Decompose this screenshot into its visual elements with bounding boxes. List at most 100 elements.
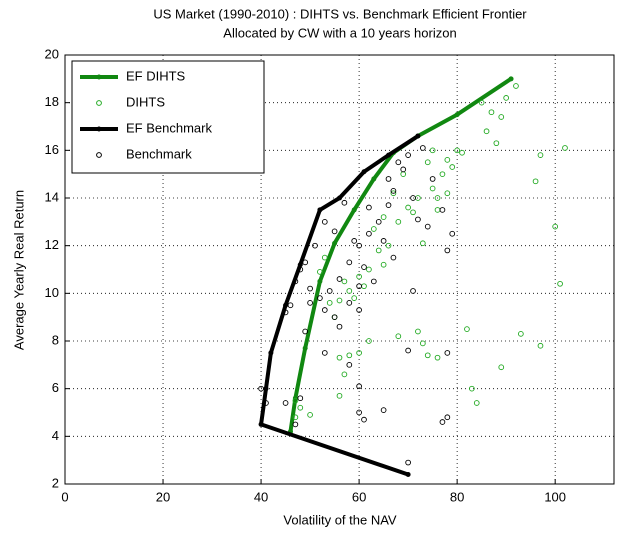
- scatter-point: [366, 204, 372, 211]
- scatter-point: [307, 285, 313, 292]
- scatter-point: [449, 164, 456, 170]
- scatter-point: [346, 288, 353, 294]
- scatter-point: [410, 209, 416, 216]
- x-tick-label: 60: [352, 489, 366, 504]
- scatter-point: [307, 300, 313, 306]
- y-tick-label: 18: [45, 94, 59, 109]
- frontier-vertex: [508, 76, 514, 82]
- scatter-point: [483, 128, 490, 135]
- scatter-point: [459, 149, 465, 156]
- frontier-vertex: [337, 195, 342, 201]
- chart-subtitle: Allocated by CW with a 10 years horizon: [223, 25, 456, 40]
- scatter-point: [498, 114, 505, 120]
- scatter-point: [370, 278, 377, 285]
- scatter-point: [282, 400, 289, 406]
- scatter-point: [326, 288, 333, 294]
- scatter-point: [297, 395, 304, 402]
- scatter-point: [336, 323, 343, 330]
- scatter-point: [346, 300, 353, 306]
- x-tick-label: 100: [544, 489, 566, 504]
- legend-label: EF Benchmark: [126, 120, 212, 135]
- scatter-point: [468, 385, 475, 392]
- frontier-vertex: [454, 112, 460, 118]
- scatter-point: [292, 421, 299, 428]
- scatter-point: [356, 350, 362, 356]
- scatter-point: [410, 195, 416, 201]
- frontier-vertex: [415, 133, 421, 139]
- scatter-point: [562, 145, 568, 151]
- scatter-point: [424, 352, 431, 359]
- scatter-point: [395, 218, 402, 225]
- scatter-point: [356, 273, 362, 280]
- scatter-point: [292, 397, 299, 404]
- scatter-point: [341, 278, 348, 285]
- scatter-point: [302, 328, 309, 335]
- scatter-point: [444, 414, 451, 421]
- scatter-point: [498, 364, 505, 371]
- scatter-point: [429, 176, 436, 182]
- scatter-point: [375, 218, 382, 225]
- scatter-point: [552, 223, 559, 230]
- frontier-vertex: [332, 240, 338, 246]
- scatter-point: [410, 288, 416, 294]
- scatter-point: [439, 419, 446, 425]
- scatter-point: [356, 307, 362, 313]
- y-tick-label: 10: [45, 285, 59, 300]
- scatter-point: [380, 261, 387, 268]
- y-tick-label: 2: [52, 475, 59, 490]
- scatter-point: [537, 152, 544, 158]
- scatter-point: [503, 95, 510, 101]
- scatter-point: [415, 216, 421, 223]
- scatter-point: [292, 278, 299, 285]
- scatter-point: [263, 400, 269, 406]
- scatter-point: [336, 297, 343, 304]
- scatter-point: [361, 416, 367, 423]
- y-axis-label: Average Yearly Real Return: [11, 190, 26, 350]
- scatter-point: [258, 385, 264, 392]
- legend-box: [71, 60, 265, 174]
- scatter-point: [356, 242, 362, 249]
- y-tick-label: 6: [52, 380, 59, 395]
- chart-title: US Market (1990-2010) : DIHTS vs. Benchm…: [153, 6, 527, 21]
- scatter-point: [321, 218, 328, 225]
- scatter-point: [282, 309, 289, 316]
- scatter-point: [464, 326, 470, 332]
- scatter-point: [351, 295, 358, 301]
- scatter-point: [419, 240, 426, 247]
- scatter-point: [385, 202, 392, 209]
- x-axis-label: Volatility of the NAV: [283, 512, 397, 527]
- scatter-point: [336, 354, 343, 361]
- scatter-point: [326, 300, 333, 306]
- y-tick-label: 4: [52, 428, 59, 443]
- scatter-point: [317, 295, 323, 301]
- scatter-point: [385, 242, 392, 249]
- scatter-point: [424, 223, 431, 230]
- y-tick-label: 16: [45, 142, 59, 157]
- scatter-point: [385, 176, 392, 182]
- scatter-point: [346, 259, 353, 266]
- frontier-vertex: [317, 278, 323, 284]
- scatter-point: [473, 400, 480, 406]
- scatter-point: [380, 238, 387, 244]
- legend-swatch: [96, 126, 102, 132]
- scatter-point: [390, 190, 397, 197]
- scatter-point: [297, 266, 304, 273]
- frontier-vertex: [258, 421, 264, 427]
- x-tick-label: 40: [254, 489, 268, 504]
- x-tick-label: 80: [450, 489, 464, 504]
- frontier-vertex: [371, 176, 377, 182]
- scatter-point: [488, 109, 495, 116]
- scatter-point: [346, 352, 353, 359]
- scatter-point: [400, 166, 407, 173]
- y-tick-label: 20: [45, 46, 59, 61]
- scatter-point: [287, 302, 294, 309]
- scatter-point: [434, 195, 441, 201]
- scatter-point: [351, 238, 358, 244]
- scatter-point: [439, 207, 446, 213]
- scatter-point: [361, 264, 367, 270]
- scatter-point: [395, 333, 402, 340]
- plot-frame: [64, 54, 615, 485]
- scatter-point: [346, 361, 353, 368]
- scatter-point: [429, 147, 436, 154]
- legend-swatch: [96, 152, 102, 158]
